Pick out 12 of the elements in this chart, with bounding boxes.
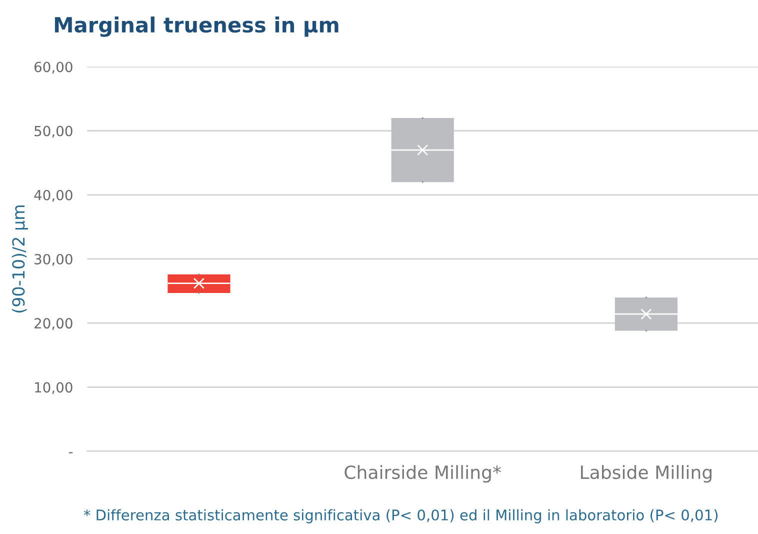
y-tick-label: 10,00 xyxy=(35,382,72,394)
y-tick-label: 40,00 xyxy=(34,190,72,202)
text: * Differenza statisticamente significativa (P< 0,01) ed il Milling in laboratorio (P< 0,01) xyxy=(84,509,718,524)
y-tick-label: 20,00 xyxy=(34,318,72,330)
y-axis-title: (90-10)/2 µm xyxy=(12,206,28,312)
x-tick-label: Chairside Milling* xyxy=(344,465,501,483)
y-tick-label: - xyxy=(68,452,73,454)
y-tick-label: 50,00 xyxy=(34,126,72,138)
y-tick-label: 60,00 xyxy=(34,62,72,74)
chart-title: Marginal trueness in µm xyxy=(54,16,338,37)
y-tick-label: 30,00 xyxy=(34,254,72,266)
x-tick-label: Labside Milling xyxy=(581,465,712,483)
